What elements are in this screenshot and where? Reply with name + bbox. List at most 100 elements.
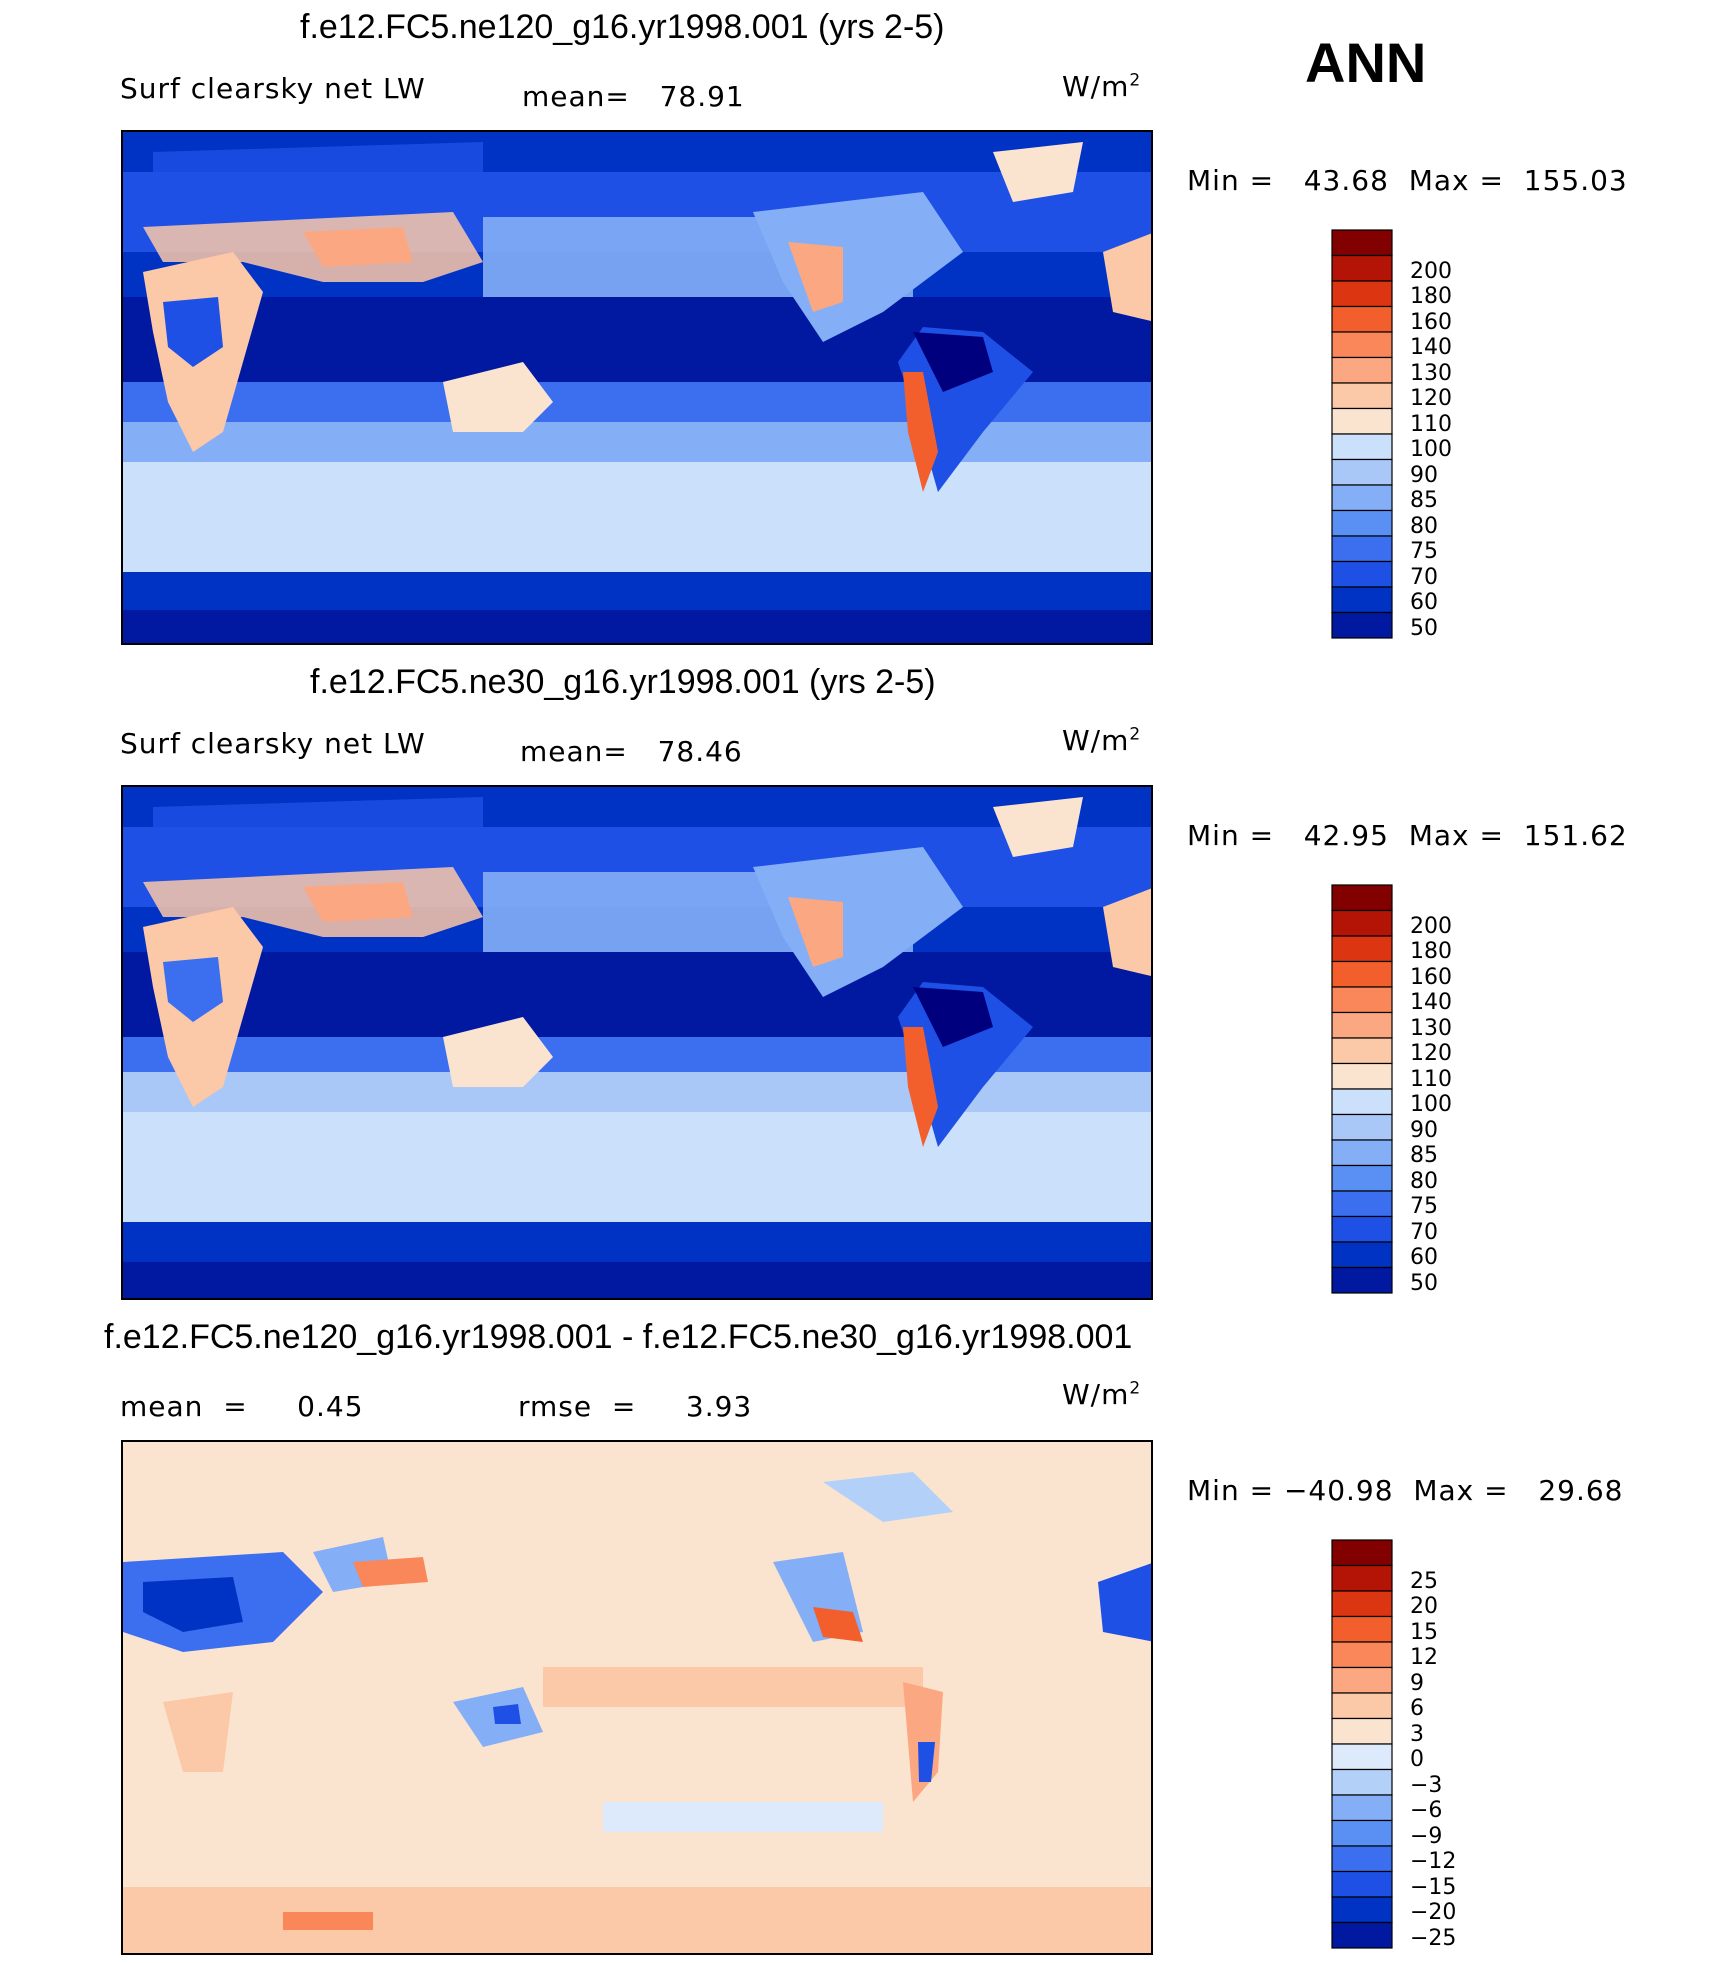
colorbar-swatch	[1331, 611, 1393, 639]
land-na-west	[788, 242, 843, 312]
land-na-west	[788, 897, 843, 967]
colorbar-tick-label: 75	[1410, 1194, 1438, 1219]
colorbar-swatch	[1331, 1615, 1393, 1643]
panel-1-map-field	[123, 132, 1151, 643]
panel-3-rmse: rmse = 3.93	[518, 1390, 753, 1423]
colorbar-swatch	[1331, 1870, 1393, 1898]
colorbar-tick-label: 130	[1410, 360, 1452, 386]
colorbar-swatch	[1331, 484, 1393, 512]
units-text: W/m	[1062, 70, 1130, 103]
colorbar-swatch	[1331, 382, 1393, 410]
colorbar-tick-label: 200	[1410, 258, 1452, 284]
panel-3-map-field	[123, 1442, 1151, 1953]
colorbar-swatch	[1331, 433, 1393, 461]
colorbar-tick-label: 20	[1410, 1594, 1438, 1619]
land-greenland	[993, 142, 1083, 202]
band-pacific-warm	[543, 1667, 923, 1707]
colorbar-swatch	[1331, 1037, 1393, 1065]
colorbar-tick-label: −3	[1410, 1772, 1443, 1798]
colorbar-tick-label: 85	[1410, 488, 1438, 513]
panel-1-colorbar	[1331, 229, 1393, 639]
land-amazon	[913, 987, 993, 1047]
panel-3-units: W/m2	[1062, 1378, 1141, 1411]
colorbar-swatch	[1331, 1215, 1393, 1243]
colorbar-tick-label: −12	[1410, 1849, 1457, 1874]
colorbar-tick-label: 60	[1410, 1245, 1438, 1270]
colorbar-tick-label: 3	[1410, 1721, 1424, 1747]
colorbar-tick-label: −9	[1410, 1823, 1443, 1849]
colorbar-tick-label: 70	[1410, 1219, 1438, 1245]
land-greenland	[993, 797, 1083, 857]
colorbar-tick-label: 180	[1410, 939, 1452, 964]
colorbar-swatch	[1331, 1266, 1393, 1294]
colorbar-swatch	[1331, 407, 1393, 435]
colorbar-tick-label: 75	[1410, 539, 1438, 564]
land-africa-central	[163, 297, 223, 367]
colorbar-tick-label: 12	[1410, 1645, 1438, 1670]
colorbar-tick-label: 80	[1410, 513, 1438, 539]
colorbar-swatch	[1331, 1666, 1393, 1694]
panel-3-map	[121, 1440, 1153, 1955]
panel-1-mean: mean= 78.91	[522, 80, 745, 113]
colorbar-tick-label: 60	[1410, 590, 1438, 615]
colorbar-swatch	[1331, 1062, 1393, 1090]
panel-2-variable-label: Surf clearsky net LW	[120, 727, 426, 760]
region-arctic-cool	[823, 1472, 953, 1522]
land-west-africa-edge	[1103, 888, 1151, 977]
colorbar-swatch	[1331, 1539, 1393, 1567]
region-tibet-warm	[353, 1557, 428, 1587]
colorbar-tick-label: 80	[1410, 1168, 1438, 1194]
colorbar-swatch	[1331, 960, 1393, 988]
colorbar-tick-label: −25	[1410, 1925, 1457, 1951]
panel-2-map	[121, 785, 1153, 1300]
land-australia	[443, 1017, 553, 1087]
land-amazon	[913, 332, 993, 392]
band-antarctic-hot	[283, 1912, 373, 1930]
colorbar-tick-label: 6	[1410, 1696, 1424, 1721]
panel-2-colorbar-swatches	[1331, 884, 1393, 1294]
colorbar-tick-label: 180	[1410, 284, 1452, 309]
units-exponent: 2	[1129, 70, 1142, 91]
colorbar-tick-label: 0	[1410, 1747, 1424, 1772]
region-atlantic-east-cool	[1098, 1563, 1151, 1642]
colorbar-swatch	[1331, 1113, 1393, 1141]
colorbar-swatch	[1331, 1088, 1393, 1116]
colorbar-swatch	[1331, 909, 1393, 937]
colorbar-tick-label: 110	[1410, 411, 1452, 437]
panel-2-colorbar	[1331, 884, 1393, 1294]
colorbar-swatch	[1331, 254, 1393, 282]
panel-3-colorbar	[1331, 1539, 1393, 1949]
panel-1-title: f.e12.FC5.ne120_g16.yr1998.001 (yrs 2-5)	[300, 8, 945, 46]
colorbar-swatch	[1331, 331, 1393, 359]
colorbar-tick-label: 70	[1410, 564, 1438, 590]
band-antarctic-deep	[123, 610, 1151, 643]
band-antarctic-deep	[123, 1262, 1151, 1298]
colorbar-swatch	[1331, 1641, 1393, 1669]
colorbar-tick-label: 120	[1410, 386, 1452, 411]
colorbar-swatch	[1331, 1768, 1393, 1796]
colorbar-swatch	[1331, 1921, 1393, 1949]
colorbar-swatch	[1331, 1845, 1393, 1873]
colorbar-swatch	[1331, 586, 1393, 614]
panel-1-variable-label: Surf clearsky net LW	[120, 72, 426, 105]
colorbar-swatch	[1331, 458, 1393, 486]
colorbar-tick-label: 90	[1410, 462, 1438, 488]
colorbar-swatch	[1331, 1794, 1393, 1822]
panel-3-mean: mean = 0.45	[120, 1390, 364, 1423]
colorbar-tick-label: 120	[1410, 1041, 1452, 1066]
panel-1-colorbar-swatches	[1331, 229, 1393, 639]
panel-1-units: W/m2	[1062, 70, 1141, 103]
colorbar-tick-label: 15	[1410, 1619, 1438, 1645]
colorbar-tick-label: 160	[1410, 309, 1452, 335]
panel-1-map	[121, 130, 1153, 645]
colorbar-swatch	[1331, 1139, 1393, 1167]
units-text: W/m	[1062, 1378, 1130, 1411]
colorbar-tick-label: 100	[1410, 1092, 1452, 1117]
colorbar-swatch	[1331, 1819, 1393, 1847]
region-andes-cool	[918, 1742, 935, 1782]
band-southern-ocean	[123, 1112, 1151, 1222]
colorbar-tick-label: 130	[1410, 1015, 1452, 1041]
colorbar-swatch	[1331, 1190, 1393, 1218]
land-north-america	[753, 192, 963, 342]
colorbar-tick-label: 85	[1410, 1143, 1438, 1168]
